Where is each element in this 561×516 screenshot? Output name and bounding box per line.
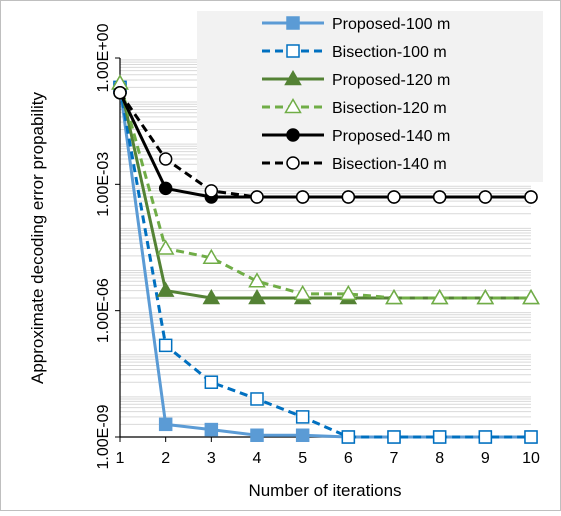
data-point bbox=[295, 190, 310, 204]
x-tick-label: 4 bbox=[253, 450, 262, 467]
legend-label: Bisection-100 m bbox=[332, 44, 447, 61]
legend-entry: Bisection-120 m bbox=[262, 97, 447, 117]
series-line bbox=[118, 87, 531, 439]
axes-layer: 1 2 3 4 5 6 7 8 9 10 1.00E-09 1.00E-06 1.00E-03 1.00E… bbox=[95, 23, 540, 469]
legend-entry: Proposed-100 m bbox=[262, 16, 450, 33]
x-tick-label: 5 bbox=[298, 450, 307, 467]
data-point bbox=[158, 152, 173, 166]
series-4 bbox=[111, 74, 540, 305]
legend-marker bbox=[286, 16, 300, 30]
series-line bbox=[118, 82, 531, 300]
data-point bbox=[202, 248, 221, 265]
data-point bbox=[476, 288, 495, 305]
data-point bbox=[250, 392, 264, 406]
data-point bbox=[250, 190, 264, 204]
y-tick-label: 1.00E+00 bbox=[95, 23, 112, 92]
series-6 bbox=[113, 85, 538, 204]
x-tick-label: 6 bbox=[344, 450, 353, 467]
data-point bbox=[158, 338, 173, 353]
x-tick-label: 2 bbox=[161, 450, 170, 467]
data-point bbox=[156, 239, 175, 255]
data-point bbox=[430, 288, 449, 305]
data-point bbox=[522, 288, 540, 305]
data-point bbox=[295, 428, 310, 443]
x-tick-label: 10 bbox=[522, 450, 540, 467]
data-point bbox=[341, 190, 356, 204]
legend-label: Proposed-120 m bbox=[332, 72, 450, 89]
legend-marker bbox=[284, 69, 302, 86]
series-line bbox=[118, 87, 531, 439]
y-axis-title: Approximate decoding error propability bbox=[28, 92, 47, 384]
data-point bbox=[204, 375, 219, 389]
data-point bbox=[113, 85, 127, 100]
y-tick-label: 1.00E-03 bbox=[95, 152, 112, 217]
legend-label: Proposed-140 m bbox=[332, 128, 450, 145]
x-tick-label: 7 bbox=[390, 450, 399, 467]
legend-marker bbox=[286, 128, 300, 142]
data-point bbox=[339, 284, 358, 301]
data-point bbox=[387, 190, 401, 204]
legend-label: Bisection-140 m bbox=[332, 156, 447, 173]
data-point bbox=[432, 190, 447, 204]
data-point bbox=[156, 281, 175, 297]
data-point bbox=[341, 430, 356, 444]
data-point bbox=[204, 422, 219, 437]
data-point bbox=[204, 184, 219, 198]
data-point bbox=[524, 190, 538, 204]
y-tick-label: 1.00E-09 bbox=[95, 404, 112, 469]
legend-entry: Bisection-140 m bbox=[262, 156, 447, 173]
data-point bbox=[293, 284, 312, 301]
series-layer bbox=[111, 74, 540, 444]
legend-background-layer bbox=[197, 11, 543, 182]
x-tick-label: 8 bbox=[435, 450, 444, 467]
series-line bbox=[118, 83, 531, 300]
data-point bbox=[385, 288, 403, 305]
data-point bbox=[158, 417, 173, 432]
series-line bbox=[118, 91, 531, 199]
data-point bbox=[248, 272, 266, 288]
x-axis-title: Number of iterations bbox=[248, 481, 401, 500]
legend-marker bbox=[286, 44, 300, 58]
data-point bbox=[202, 288, 221, 305]
legend-entry: Proposed-120 m bbox=[262, 69, 450, 89]
data-point bbox=[524, 430, 538, 444]
legend-background bbox=[197, 11, 543, 182]
data-point bbox=[295, 410, 310, 424]
legend-entry: Proposed-140 m bbox=[262, 128, 450, 145]
legend-entry: Bisection-100 m bbox=[262, 44, 447, 61]
legend: Proposed-100 m Bisection-100 m Proposed-12… bbox=[262, 16, 450, 173]
data-point bbox=[478, 190, 493, 204]
legend-marker bbox=[286, 156, 300, 170]
data-point bbox=[478, 430, 493, 444]
data-point bbox=[250, 428, 264, 443]
x-tick-label: 3 bbox=[207, 450, 216, 467]
legend-label: Bisection-120 m bbox=[332, 100, 447, 117]
data-point bbox=[432, 430, 447, 444]
y-tick-label: 1.00E-06 bbox=[95, 278, 112, 343]
data-point bbox=[158, 181, 173, 196]
x-tick-label: 9 bbox=[481, 450, 490, 467]
x-tick-label: 1 bbox=[116, 450, 125, 467]
legend-marker bbox=[284, 97, 302, 114]
data-point bbox=[248, 288, 266, 305]
legend-label: Proposed-100 m bbox=[332, 16, 450, 33]
data-point bbox=[387, 430, 401, 444]
